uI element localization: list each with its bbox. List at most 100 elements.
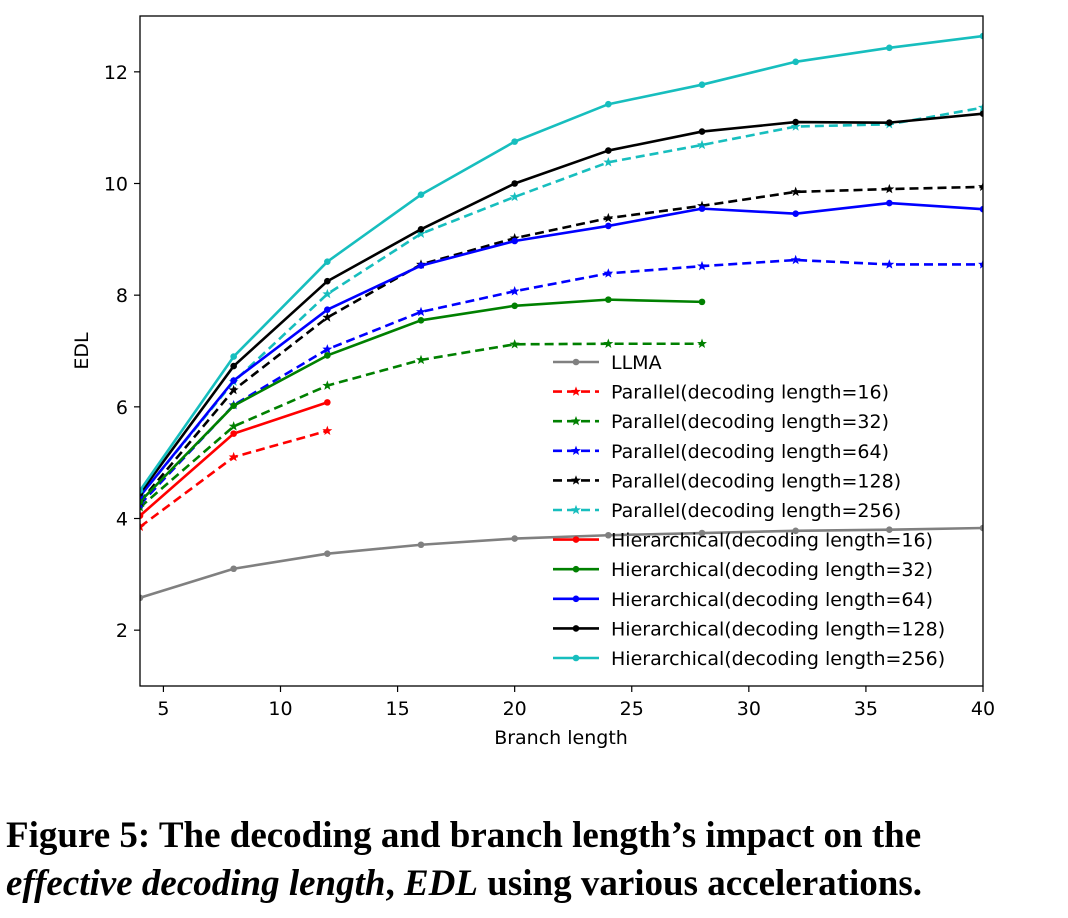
data-point [511,180,518,187]
data-point [792,58,799,66]
series-line [140,258,983,506]
data-point [886,526,893,533]
legend-marker [572,358,580,366]
legend-entry: Parallel(decoding length=256) [553,500,901,522]
y-axis-ticks: 2 4 6 8 10 12 [104,62,140,642]
data-point [603,268,614,278]
data-point [979,524,983,532]
series-line [140,106,983,497]
data-point [884,259,895,269]
chart: 5 10 15 20 25 30 35 40 2 4 6 8 10 12 Branch length E… [71,15,995,749]
data-point [790,186,801,197]
data-point [140,487,144,494]
legend-label: Hierarchical(decoding length=16) [611,530,933,552]
series-layer [140,32,983,602]
legend-label: Parallel(decoding length=16) [611,382,889,404]
x-tick-label: 10 [268,698,292,720]
series-line [140,201,983,497]
data-point [509,191,520,202]
y-tick-label: 6 [116,397,128,419]
legend-entry: LLMA [553,352,662,374]
data-point [322,312,333,322]
data-point [605,531,612,539]
data-point [140,521,145,532]
data-point [324,306,331,313]
caption-emphasis-1: effective decoding length [6,863,386,904]
data-point [416,306,426,317]
legend-entry: Hierarchical(decoding length=16) [553,530,933,552]
figure-caption: Figure 5: The decoding and branch length… [6,812,1066,908]
legend-entry: Parallel(decoding length=128) [553,470,901,492]
y-tick-label: 12 [104,62,128,84]
data-point [698,529,706,537]
data-point [416,354,426,365]
data-point [792,210,799,217]
data-point [322,344,333,354]
series-7 [140,296,706,506]
data-point [979,110,983,118]
data-point [605,222,612,230]
data-point [605,100,612,108]
data-point [228,451,239,462]
data-point [417,225,425,233]
series-line [140,185,983,503]
data-point [140,594,144,602]
data-point [322,425,333,436]
legend-marker [572,595,580,603]
series-line [140,34,983,492]
data-point [511,138,518,145]
data-point [230,565,237,573]
data-point [511,237,518,245]
data-point [792,527,799,535]
data-point [698,128,706,135]
x-tick-label: 40 [971,698,995,720]
data-point [511,302,518,310]
data-point [417,262,425,269]
data-point [790,121,801,131]
data-point [605,147,612,154]
data-point [324,352,331,359]
x-tick-label: 35 [854,698,878,720]
data-point [603,157,614,167]
data-point [509,339,520,349]
data-point [886,44,893,52]
data-point [697,139,707,150]
data-point [230,430,237,437]
plot-frame [139,15,984,687]
data-point [324,277,331,285]
legend-marker [571,504,581,515]
caption-text-2: using various accelerations. [478,863,922,904]
data-point [979,32,983,40]
x-axis-ticks: 5 10 15 20 25 30 35 40 [157,686,995,720]
data-point [230,362,237,370]
x-tick-label: 30 [737,698,761,720]
caption-separator: , [385,863,404,904]
data-point [230,377,237,384]
legend-marker [571,475,581,485]
data-point [603,338,614,348]
legend-marker [571,416,581,426]
series-1 [140,425,333,532]
data-point [324,550,331,557]
data-point [605,296,612,303]
data-point [979,205,983,213]
data-point [140,512,144,520]
legend-label: Hierarchical(decoding length=256) [611,648,945,670]
legend: LLMA Parallel(decoding length=16) Parallel… [553,352,945,670]
data-point [698,81,706,88]
data-point [978,181,983,192]
data-point [417,541,425,549]
series-6 [140,399,331,520]
legend-entry: Parallel(decoding length=32) [553,411,889,433]
data-point [511,535,518,542]
data-point [417,191,425,198]
data-point [698,298,706,306]
x-tick-label: 25 [620,698,644,720]
series-10 [140,32,983,494]
data-point [697,260,707,271]
y-tick-label: 4 [116,509,128,531]
y-axis-label: EDL [71,332,93,370]
data-point [978,102,983,112]
series-0 [140,524,983,602]
y-tick-label: 10 [104,174,128,196]
